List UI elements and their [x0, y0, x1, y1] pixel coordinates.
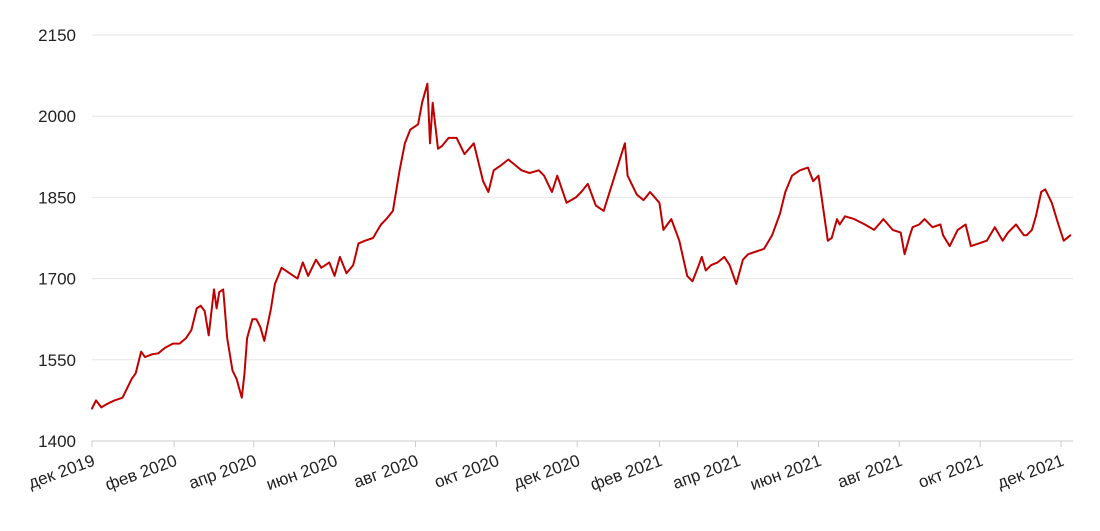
- x-tick-label: авг 2021: [835, 451, 905, 492]
- gridlines: [92, 34, 1073, 361]
- y-tick-label: 2150: [38, 26, 76, 45]
- x-tick-label: дек 2021: [995, 451, 1067, 493]
- y-tick-label: 1850: [38, 188, 76, 207]
- x-tick-label: дек 2019: [26, 451, 98, 493]
- x-tick-label: авг 2020: [351, 451, 421, 492]
- x-axis: [91, 440, 1073, 447]
- y-axis-labels: 1400 1550 1700 1850 2000 2150: [38, 26, 76, 451]
- y-tick-label: 1400: [38, 432, 76, 451]
- series-line-0: [91, 82, 1072, 410]
- y-tick-label: 1550: [38, 351, 76, 370]
- x-tick-label: июн 2021: [748, 451, 824, 494]
- x-tick-label: дек 2020: [511, 451, 583, 493]
- x-tick-label: фев 2021: [588, 451, 665, 495]
- x-tick-label: окт 2020: [432, 451, 502, 492]
- x-tick-label: фев 2020: [103, 451, 180, 495]
- y-tick-label: 1700: [38, 270, 76, 289]
- x-tick-label: окт 2021: [916, 451, 986, 492]
- y-tick-label: 2000: [38, 107, 76, 126]
- x-axis-labels: дек 2019 фев 2020 апр 2020 июн 2020 авг 2020…: [26, 451, 1067, 495]
- x-tick-label: апр 2020: [186, 451, 259, 493]
- x-tick-label: апр 2021: [670, 451, 743, 493]
- x-tick-label: июн 2020: [264, 451, 340, 494]
- series-layer: [91, 82, 1072, 410]
